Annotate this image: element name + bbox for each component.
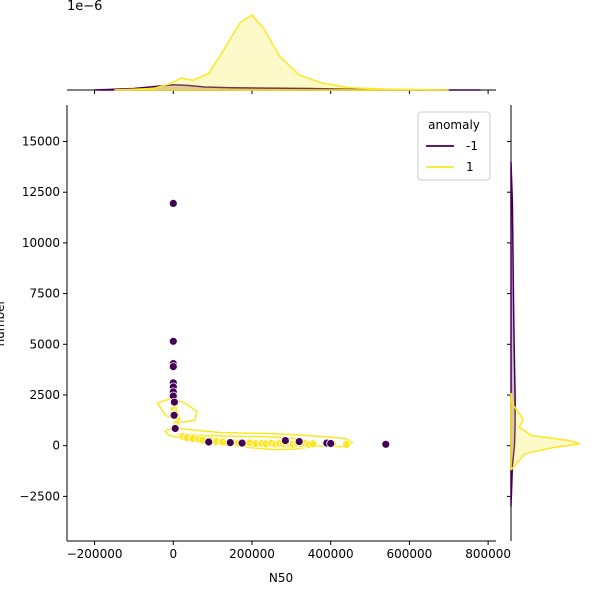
y-axis-label: number [0,300,7,347]
y-tick-label: 2500 [29,388,60,402]
scatter-point [381,439,391,449]
legend-title: anomaly [428,118,480,132]
scatter-point [169,410,179,420]
y-tick-label: 0 [52,439,60,453]
legend-label: 1 [466,160,474,174]
x-tick-label: −200000 [67,547,123,561]
x-tick-label: 600000 [387,547,433,561]
scatter-point [168,362,178,372]
scatter-point [237,438,247,448]
scatter-point [170,424,180,433]
top-marginal-axes [67,14,496,94]
x-axis-label: N50 [269,571,293,585]
top-marginal-kde [94,84,481,91]
right-marginal-kde [510,392,581,471]
x-tick-label: 800000 [465,547,511,561]
y-tick-label: −2500 [19,489,60,503]
legend: anomaly -1 1 [417,111,491,181]
y-tick-label: 15000 [22,135,60,149]
x-tick-label: 0 [169,547,177,561]
top-marginal-offset-label: 1e−6 [67,0,102,14]
right-marginal-kde [510,161,516,507]
scatter-point [308,439,318,449]
y-tick-label: 7500 [29,287,60,301]
scatter-point [294,437,304,447]
scatter-point [204,437,214,447]
y-tick-label: 5000 [29,337,60,351]
scatter-point [326,439,336,448]
scatter-point [168,198,178,208]
scatter-point [225,438,235,448]
right-marginal-axes [507,105,581,541]
x-tick-label: 400000 [308,547,354,561]
scatter-point [169,397,179,407]
y-tick-label: 12500 [22,185,60,199]
scatter-point [341,440,351,449]
y-tick-label: 10000 [22,236,60,250]
legend-label: -1 [466,139,478,153]
main-axes: −200000 0 200000 400000 600000 800000 −2500 0 25… [19,105,511,561]
scatter-point [218,437,227,447]
kde-contour [164,427,354,451]
scatter-point [280,436,290,446]
top-marginal-kde [114,14,449,91]
scatter-point [168,336,178,346]
x-tick-label: 200000 [229,547,275,561]
